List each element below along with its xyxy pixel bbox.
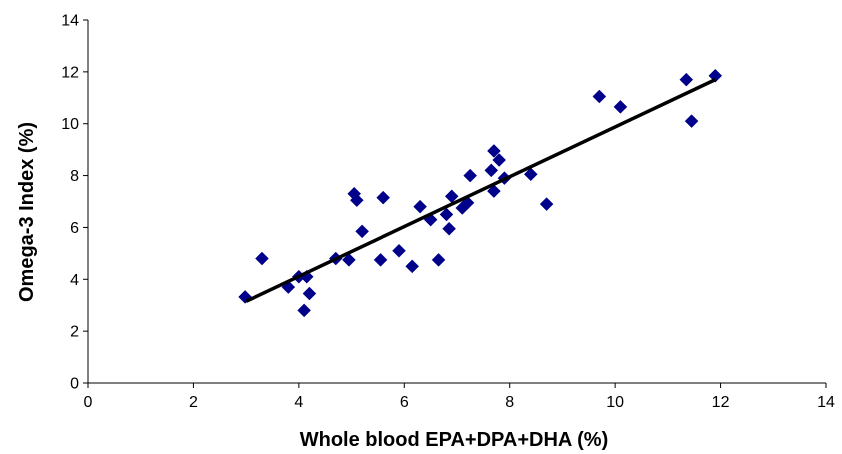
x-tick-labels: 0 2 4 6 8 10 12 14 xyxy=(84,394,835,411)
x-tick-label: 14 xyxy=(817,394,835,411)
x-tick-label: 8 xyxy=(505,394,514,411)
data-point xyxy=(255,251,269,266)
y-tick-label: 10 xyxy=(61,116,79,133)
y-tick-label: 4 xyxy=(70,272,79,289)
x-tick-label: 2 xyxy=(189,394,198,411)
y-tick-label: 14 xyxy=(61,13,79,30)
data-point xyxy=(405,259,420,274)
data-point xyxy=(302,286,317,301)
data-point xyxy=(708,68,723,83)
data-point xyxy=(679,72,694,87)
data-point xyxy=(463,168,478,183)
data-point xyxy=(297,303,311,318)
y-tick-label: 8 xyxy=(70,168,79,185)
y-tick-label: 6 xyxy=(70,220,79,237)
data-point xyxy=(539,197,554,211)
x-tick-label: 6 xyxy=(400,394,409,411)
data-point xyxy=(442,221,456,236)
data-point xyxy=(373,252,388,267)
data-point xyxy=(523,167,538,182)
x-tick-label: 0 xyxy=(84,394,93,411)
y-tick-label: 0 xyxy=(70,376,79,393)
data-point xyxy=(413,199,427,214)
data-point xyxy=(355,224,369,239)
data-point xyxy=(439,207,454,222)
data-point xyxy=(342,252,356,267)
data-point xyxy=(487,184,501,198)
y-tick-label: 2 xyxy=(70,324,79,341)
data-point xyxy=(349,193,364,208)
x-axis-title: Whole blood EPA+DPA+DHA (%) xyxy=(300,429,609,451)
y-tick-labels: 0 2 4 6 8 10 12 14 xyxy=(61,13,79,393)
y-tick-label: 12 xyxy=(61,64,79,81)
data-point xyxy=(392,243,406,258)
data-point xyxy=(484,163,499,178)
trendline-group xyxy=(245,78,717,303)
x-tick-label: 12 xyxy=(712,394,730,411)
data-point xyxy=(492,153,507,167)
x-tick-label: 10 xyxy=(606,394,624,411)
y-axis-title: Omega-3 Index (%) xyxy=(16,122,38,302)
data-point xyxy=(431,252,446,267)
x-tick-label: 4 xyxy=(294,394,303,411)
data-point xyxy=(613,100,628,114)
data-point xyxy=(487,144,501,158)
data-point xyxy=(684,114,699,128)
axes xyxy=(83,19,827,388)
data-point xyxy=(376,190,391,205)
trendline xyxy=(245,78,717,303)
data-point xyxy=(592,89,607,104)
data-points xyxy=(238,68,723,318)
